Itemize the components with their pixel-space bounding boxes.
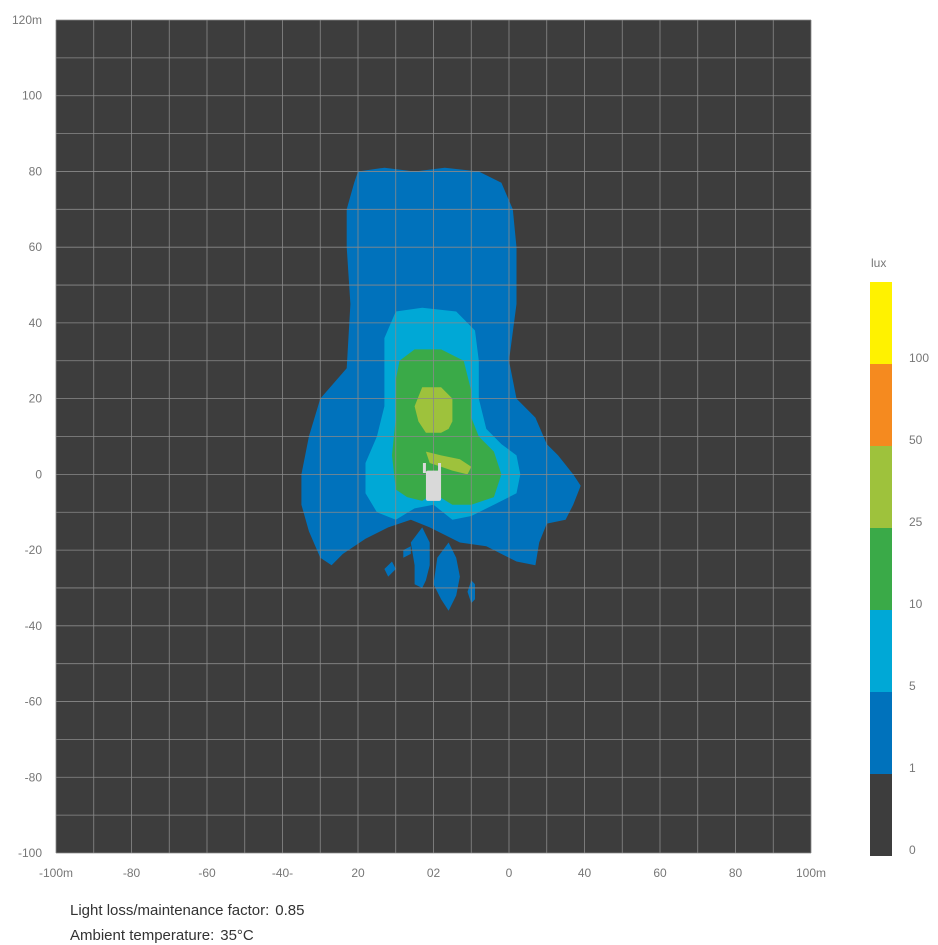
legend-tick-label: 0	[909, 843, 916, 857]
legend-tick-label: 25	[909, 515, 923, 529]
legend-band	[870, 774, 892, 856]
y-tick-label: -20	[25, 543, 43, 557]
legend-band	[870, 692, 892, 774]
legend-tick-label: 100	[909, 351, 929, 365]
y-tick-label: 120m	[12, 13, 42, 27]
legend-band	[870, 446, 892, 528]
plot-grid	[55, 19, 812, 854]
ambient-temperature-value: 35°C	[220, 927, 254, 944]
contour-1-lux-4	[403, 546, 411, 558]
x-tick-label: 0	[506, 866, 513, 880]
legend-band	[870, 282, 892, 364]
legend-tick-label: 10	[909, 597, 923, 611]
legend-tick-label: 50	[909, 433, 923, 447]
x-tick-label: 100m	[796, 866, 826, 880]
legend-band	[870, 528, 892, 610]
luminaire-fixture-icon	[422, 463, 442, 501]
ambient-temperature-label: Ambient temperature:	[70, 927, 215, 944]
y-tick-label: 100	[22, 89, 42, 103]
contour-1-lux-2	[433, 542, 460, 611]
contour-1-lux-1	[410, 527, 430, 588]
x-tick-label: 02	[427, 866, 441, 880]
light-loss-label: Light loss/maintenance factor:	[70, 902, 270, 919]
light-loss-value: 0.85	[275, 902, 305, 919]
x-tick-label: -100m	[39, 866, 73, 880]
x-axis-ticks: -100m -80 -60 -40- 20 02 0 40 60 80 100m	[39, 866, 826, 880]
legend-band	[870, 364, 892, 446]
fixture-body	[425, 470, 442, 501]
y-tick-label: -80	[25, 770, 43, 784]
x-tick-label: -80	[123, 866, 141, 880]
legend-tick-label: 5	[909, 679, 916, 693]
x-tick-label: 40	[578, 866, 592, 880]
y-tick-label: 80	[29, 164, 43, 178]
y-tick-label: -100	[18, 846, 42, 860]
x-tick-label: 80	[729, 866, 743, 880]
y-tick-label: 0	[35, 467, 42, 481]
y-axis-ticks: 120m 100 80 60 40 20 0 -20 -40 -60 -80 -100	[12, 13, 42, 860]
x-tick-label: 20	[351, 866, 365, 880]
fixture-lamp-left	[422, 463, 426, 474]
y-tick-label: 20	[29, 392, 43, 406]
legend-title: lux	[871, 256, 886, 270]
x-tick-label: -60	[198, 866, 216, 880]
light-loss-line: Light loss/maintenance factor: 0.85	[70, 902, 304, 919]
legend-tick-label: 1	[909, 761, 916, 775]
y-tick-label: 60	[29, 240, 43, 254]
x-tick-label: 60	[653, 866, 667, 880]
x-tick-label: -40-	[272, 866, 293, 880]
legend-band	[870, 610, 892, 692]
ambient-temperature-line: Ambient temperature: 35°C	[70, 927, 254, 944]
isolux-contours	[301, 167, 581, 611]
fixture-lamp-right	[438, 463, 442, 474]
y-tick-label: 40	[29, 316, 43, 330]
y-tick-label: -60	[25, 695, 43, 709]
lux-legend: lux 0 1 5 10 25 50 100	[870, 256, 929, 857]
y-tick-label: -40	[25, 619, 43, 633]
contour-1-lux-3	[384, 561, 396, 577]
contour-25-lux-9	[425, 451, 472, 475]
